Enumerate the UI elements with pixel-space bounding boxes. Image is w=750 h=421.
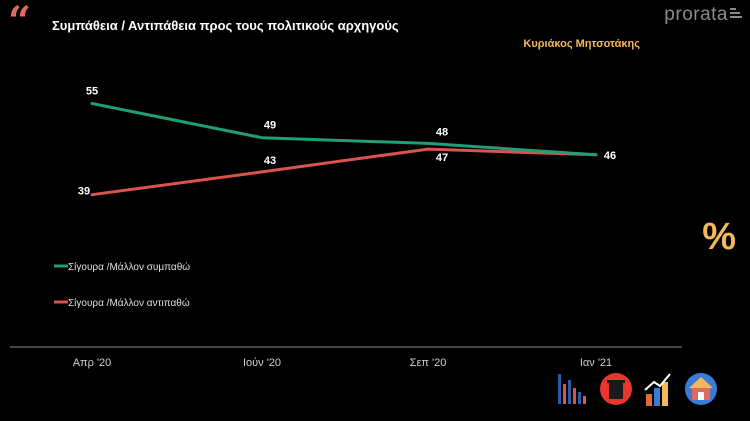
trash-bin-icon — [600, 373, 632, 405]
brand-logo: prorata — [664, 4, 728, 25]
data-label: 47 — [436, 152, 448, 164]
data-label: 46 — [604, 150, 616, 162]
growth-chart-icon — [644, 373, 671, 406]
data-label: 43 — [264, 155, 276, 167]
chart-subject: Κυριάκος Μητσοτάκης — [523, 38, 640, 50]
page-title: Συμπάθεια / Αντιπάθεια προς τους πολιτικ… — [52, 18, 399, 33]
x-tick-label: Ιούν '20 — [243, 357, 281, 369]
brand-lines-icon — [730, 8, 742, 22]
data-label: 39 — [78, 186, 90, 198]
x-tick-label: Απρ '20 — [73, 357, 112, 369]
bottom-icon-row — [558, 373, 717, 406]
house-people-icon — [685, 373, 717, 405]
data-label: 55 — [86, 86, 98, 98]
data-label: 49 — [264, 120, 276, 132]
series-line-sympatho — [90, 102, 598, 157]
legend-label: Σίγουρα /Μάλλον συμπαθώ — [68, 261, 190, 273]
series-line-antipatho — [90, 147, 598, 197]
x-tick-label: Ιαν '21 — [580, 357, 612, 369]
quote-mark-icon: “ — [8, 0, 32, 45]
bar-chart-icon — [558, 374, 586, 404]
data-label: 48 — [436, 126, 448, 138]
percent-icon: % — [702, 216, 736, 258]
x-tick-label: Σεπ '20 — [410, 357, 447, 369]
legend-label: Σίγουρα /Μάλλον αντιπαθώ — [68, 297, 190, 309]
